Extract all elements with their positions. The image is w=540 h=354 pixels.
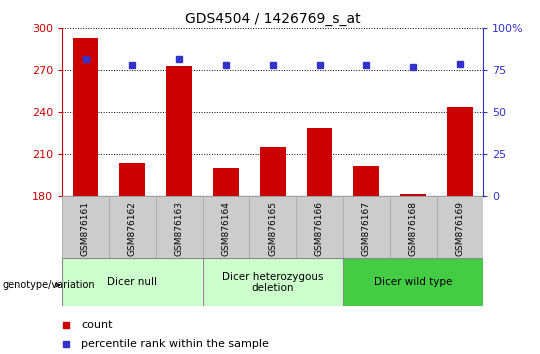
Text: GSM876165: GSM876165 (268, 201, 277, 256)
Text: GSM876161: GSM876161 (81, 201, 90, 256)
Bar (260, 147, 286, 196)
Bar (119, 163, 145, 196)
Bar (109, 196, 156, 258)
Bar (202, 196, 249, 258)
Text: Dicer wild type: Dicer wild type (374, 277, 453, 287)
Bar (156, 196, 202, 258)
Title: GDS4504 / 1426769_s_at: GDS4504 / 1426769_s_at (185, 12, 361, 26)
Text: GSM876163: GSM876163 (174, 201, 184, 256)
Bar (202, 258, 343, 306)
Bar (166, 66, 192, 196)
Bar (72, 38, 98, 196)
Text: genotype/variation: genotype/variation (3, 280, 96, 290)
Text: count: count (81, 320, 112, 330)
Bar (62, 258, 202, 306)
Bar (62, 196, 109, 258)
Bar (307, 128, 333, 196)
Bar (390, 196, 436, 258)
Bar (353, 166, 379, 196)
Text: GSM876169: GSM876169 (455, 201, 464, 256)
Text: GSM876168: GSM876168 (409, 201, 417, 256)
Text: percentile rank within the sample: percentile rank within the sample (81, 339, 269, 349)
Text: GSM876164: GSM876164 (221, 201, 231, 256)
Text: Dicer heterozygous
deletion: Dicer heterozygous deletion (222, 272, 323, 293)
Bar (296, 196, 343, 258)
Bar (343, 258, 483, 306)
Text: Dicer null: Dicer null (107, 277, 157, 287)
Text: GSM876166: GSM876166 (315, 201, 324, 256)
Bar (249, 196, 296, 258)
Bar (447, 107, 473, 196)
Bar (213, 169, 239, 196)
Text: GSM876167: GSM876167 (362, 201, 371, 256)
Bar (436, 196, 483, 258)
Text: GSM876162: GSM876162 (128, 201, 137, 256)
Bar (343, 196, 390, 258)
Bar (400, 194, 426, 196)
